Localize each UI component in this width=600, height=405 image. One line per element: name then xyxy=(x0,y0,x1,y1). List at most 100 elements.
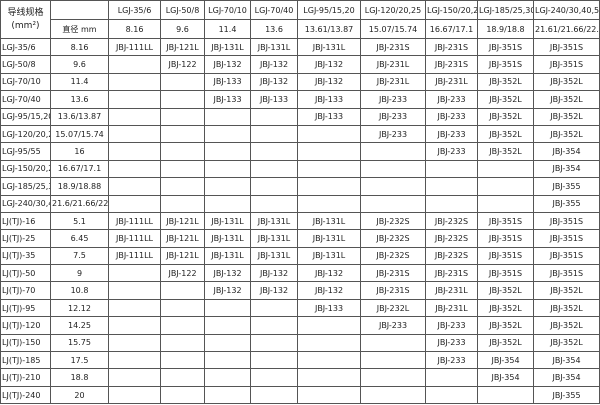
table-cell: JBJ-351S xyxy=(533,37,600,57)
table-cell: JBJ-131L xyxy=(250,229,298,248)
table-cell xyxy=(250,124,298,144)
table-cell xyxy=(250,107,298,126)
table-cell xyxy=(108,368,161,387)
table-cell: JBJ-233 xyxy=(425,107,478,126)
table-cell xyxy=(250,368,298,387)
table-cell: JBJ-233 xyxy=(360,124,426,144)
table-cell xyxy=(204,177,251,196)
row-label: LJ(TJ)-16 xyxy=(0,211,51,231)
table-cell xyxy=(360,142,426,161)
table-cell: JBJ-132 xyxy=(204,55,251,74)
table-cell: JBJ-232S xyxy=(425,246,478,266)
table-cell: JBJ-352L xyxy=(477,333,534,353)
table-cell xyxy=(297,351,361,370)
diameter-cell: 20 xyxy=(50,385,109,405)
table-cell: JBJ-352L xyxy=(533,298,600,318)
table-cell xyxy=(108,385,161,405)
table-cell: JBJ-231L xyxy=(425,281,478,300)
table-cell xyxy=(250,298,298,318)
table-cell: JBJ-132 xyxy=(297,72,361,92)
table-cell xyxy=(108,72,161,92)
table-cell xyxy=(160,194,205,213)
diameter-cell: 16 xyxy=(50,142,109,161)
table-cell: JBJ-121L xyxy=(160,37,205,57)
column-diameter: 16.67/17.1 xyxy=(425,19,478,39)
column-header: LGJ-120/20,25 xyxy=(360,0,426,20)
diameter-cell: 5.1 xyxy=(50,211,109,231)
table-cell xyxy=(160,385,205,405)
table-row: LJ(TJ)-35 7.5 JBJ-111LL JBJ-121L JBJ-131L JBJ… xyxy=(0,246,600,266)
table-cell: JBJ-111LL xyxy=(108,211,161,231)
table-cell xyxy=(108,177,161,196)
table-cell: JBJ-351S xyxy=(477,37,534,57)
diameter-cell: 18.8 xyxy=(50,368,109,387)
table-cell: JBJ-351S xyxy=(533,211,600,231)
table-cell: JBJ-352L xyxy=(533,90,600,109)
row-label: LGJ-50/8 xyxy=(0,55,51,74)
table-cell xyxy=(204,368,251,387)
column-header: LGJ-70/10 xyxy=(204,0,251,20)
table-cell: JBJ-132 xyxy=(250,264,298,283)
row-label: LJ(TJ)-120 xyxy=(0,316,51,335)
table-cell xyxy=(160,142,205,161)
table-cell: JBJ-232S xyxy=(360,229,426,248)
table-cell xyxy=(477,194,534,213)
table-cell xyxy=(204,351,251,370)
column-diameter: 18.9/18.8 xyxy=(477,19,534,39)
table-cell: JBJ-351S xyxy=(533,264,600,283)
header-cell xyxy=(50,0,109,20)
table-cell: JBJ-131L xyxy=(297,246,361,266)
table-cell: JBJ-132 xyxy=(297,264,361,283)
table-cell: JBJ-351S xyxy=(477,246,534,266)
table-cell: JBJ-131L xyxy=(204,211,251,231)
table-row: LGJ-95/15,20 13.6/13.87 JBJ-133 JBJ-233 JBJ-… xyxy=(0,107,600,126)
table-body: LGJ-35/6 8.16 JBJ-111LL JBJ-121L JBJ-131L JBJ… xyxy=(0,37,600,405)
column-header: LGJ-95/15,20 xyxy=(297,0,361,20)
table-cell: JBJ-121L xyxy=(160,246,205,266)
table-cell xyxy=(160,124,205,144)
table-cell xyxy=(204,142,251,161)
table-cell: JBJ-131L xyxy=(250,246,298,266)
table-cell: JBJ-122 xyxy=(160,264,205,283)
table-cell xyxy=(250,351,298,370)
table-cell xyxy=(297,316,361,335)
table-cell: JBJ-231L xyxy=(360,72,426,92)
table-cell: JBJ-351S xyxy=(533,55,600,74)
column-diameter: 8.16 xyxy=(108,19,161,39)
row-label: LJ(TJ)-50 xyxy=(0,264,51,283)
row-label: LGJ-185/25,30 xyxy=(0,177,51,196)
table-cell xyxy=(108,351,161,370)
table-cell: JBJ-355 xyxy=(533,385,600,405)
table-cell: JBJ-351S xyxy=(533,229,600,248)
table-cell: JBJ-232S xyxy=(425,229,478,248)
table-cell: JBJ-354 xyxy=(533,351,600,370)
table-row: LJ(TJ)-210 18.8 JBJ-354 JBJ-354 xyxy=(0,368,600,387)
table-cell: JBJ-351S xyxy=(533,246,600,266)
table-row: LJ(TJ)-240 20 JBJ-355 xyxy=(0,385,600,405)
table-cell xyxy=(297,333,361,353)
table-row: LGJ-185/25,3018.9/18.88 JBJ-355 xyxy=(0,177,600,196)
table-cell xyxy=(204,107,251,126)
table-cell: JBJ-131L xyxy=(204,246,251,266)
table-cell: JBJ-231L xyxy=(425,298,478,318)
table-cell: JBJ-131L xyxy=(204,229,251,248)
table-cell xyxy=(108,107,161,126)
table-cell xyxy=(160,298,205,318)
table-cell xyxy=(160,159,205,179)
table-cell: JBJ-352L xyxy=(533,333,600,353)
table-cell xyxy=(160,107,205,126)
table-row: LJ(TJ)-95 12.12 JBJ-133 JBJ-232L JBJ-231L JBJ… xyxy=(0,298,600,318)
table-cell: JBJ-231S xyxy=(360,264,426,283)
table-cell xyxy=(204,194,251,213)
table-cell xyxy=(477,385,534,405)
table-cell xyxy=(250,385,298,405)
table-cell xyxy=(297,368,361,387)
table-row: LGJ-150/20,2516.67/17.1 JBJ-354 xyxy=(0,159,600,179)
table-cell: JBJ-111LL xyxy=(108,246,161,266)
diameter-cell: 16.67/17.1 xyxy=(50,159,109,179)
table-cell: JBJ-131L xyxy=(204,37,251,57)
diameter-cell: 7.5 xyxy=(50,246,109,266)
table-cell xyxy=(108,264,161,283)
table-row: LJ(TJ)-120 14.25 JBJ-233 JBJ-233 JBJ-352L JBJ… xyxy=(0,316,600,335)
